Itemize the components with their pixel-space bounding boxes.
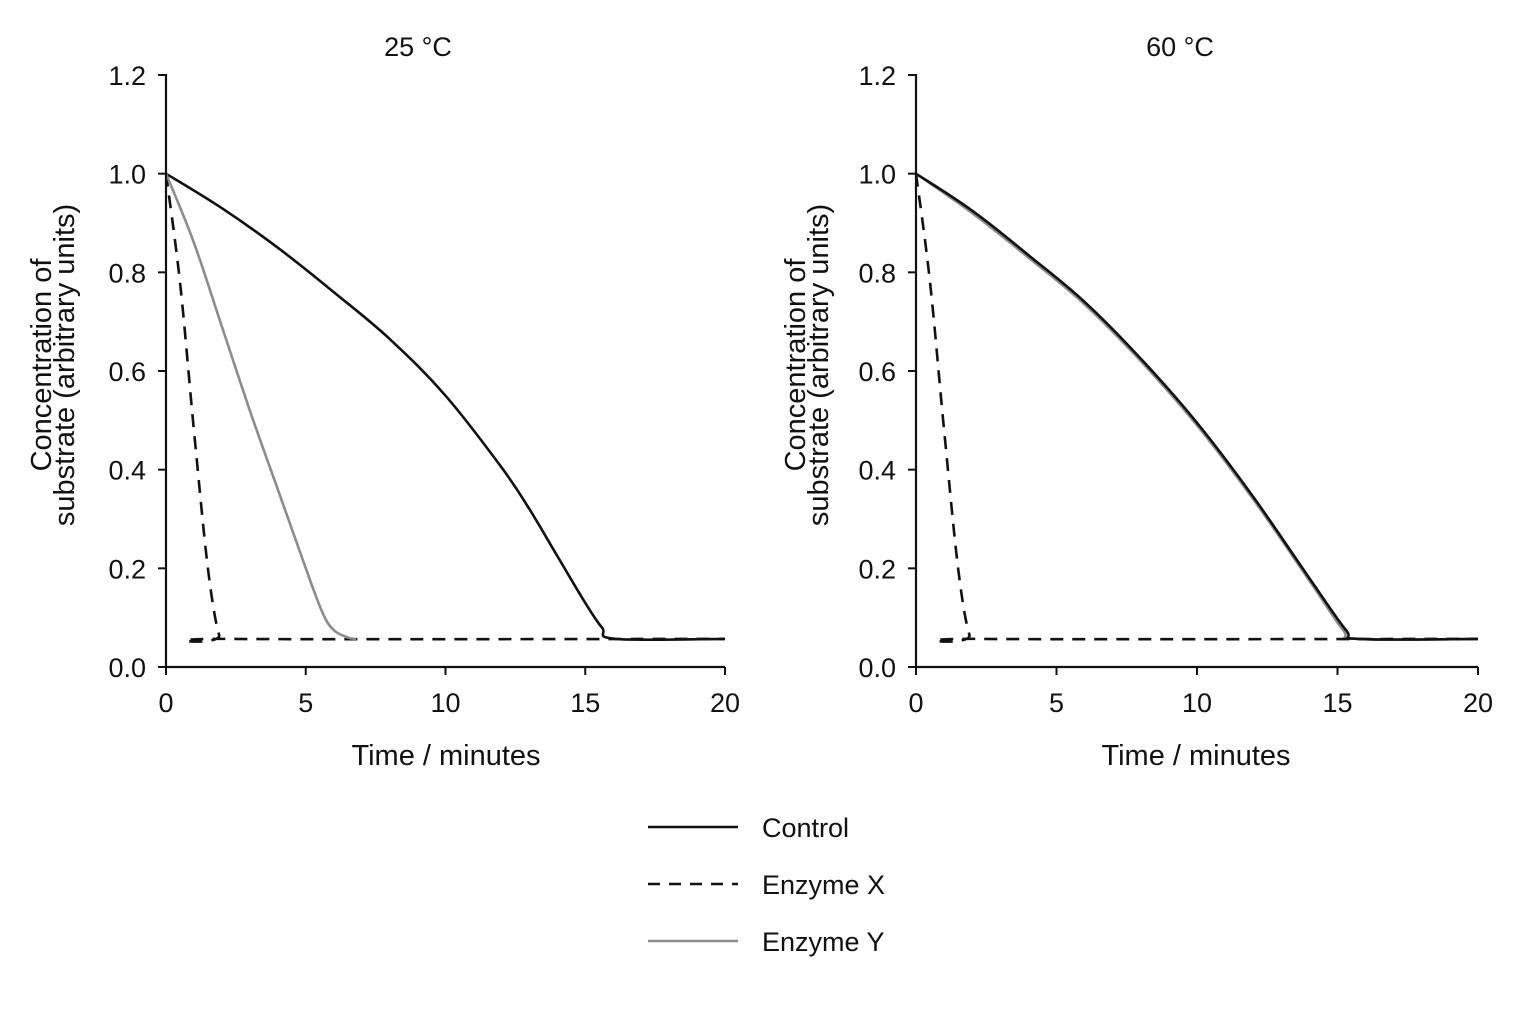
x-tick-label: 15 xyxy=(570,688,600,718)
y-tick-label: 1.0 xyxy=(858,160,896,190)
y-tick-label: 0.8 xyxy=(108,258,146,288)
x-axis-title: Time / minutes xyxy=(351,740,540,772)
x-tick-label: 20 xyxy=(710,688,740,718)
axis-ticks: 0.0 0.2 0.4 0.6 0.8 1.0 1.2 0 5 10 15 20 xyxy=(108,61,740,718)
plot-series xyxy=(914,172,1479,643)
legend-label: Control xyxy=(762,813,849,843)
legend-item-enzyme-x: Enzyme X xyxy=(648,870,885,900)
plot-series xyxy=(164,172,726,643)
y-axis-title: Concentration of substrate (arbitrary un… xyxy=(780,204,835,526)
axes xyxy=(164,74,725,669)
x-axis-title: Time / minutes xyxy=(1101,740,1290,772)
y-tick-label: 0.0 xyxy=(108,653,146,683)
legend-item-control: Control xyxy=(648,813,849,843)
x-tick-label: 5 xyxy=(1049,688,1064,718)
y-tick-label: 1.2 xyxy=(858,61,896,91)
x-tick-label: 10 xyxy=(1182,688,1212,718)
x-tick-label: 0 xyxy=(158,688,173,718)
x-tick-label: 0 xyxy=(908,688,923,718)
legend-label: Enzyme Y xyxy=(762,927,885,957)
chart-title: 25 °C xyxy=(384,32,452,62)
y-axis-title-line-2: substrate (arbitrary units) xyxy=(49,204,81,526)
y-tick-label: 0.4 xyxy=(858,456,896,486)
y-axis-title-line-1: Concentration of xyxy=(780,258,812,472)
y-tick-label: 0.6 xyxy=(108,357,146,387)
chart-title: 60 °C xyxy=(1146,32,1214,62)
legend-label: Enzyme X xyxy=(762,870,885,900)
y-tick-label: 0.8 xyxy=(858,258,896,288)
x-tick-label: 10 xyxy=(430,688,460,718)
x-tick-label: 5 xyxy=(298,688,313,718)
series-line-enzyme-y xyxy=(164,173,357,641)
y-tick-label: 0.0 xyxy=(858,653,896,683)
y-tick-label: 1.0 xyxy=(108,160,146,190)
y-tick-label: 0.2 xyxy=(108,554,146,584)
y-tick-label: 0.6 xyxy=(858,357,896,387)
chart-panel-60c: 60 °C Concentration of substrate (arbitr… xyxy=(780,32,1493,772)
legend: Control Enzyme X Enzyme Y xyxy=(648,813,885,957)
series-line-control xyxy=(915,172,1479,641)
y-axis-title: Concentration of substrate (arbitrary un… xyxy=(26,204,81,526)
x-tick-label: 20 xyxy=(1463,688,1493,718)
series-line-enzyme-x xyxy=(164,173,726,643)
series-line-control xyxy=(165,172,726,642)
axes xyxy=(914,74,1478,669)
y-axis-title-line-2: substrate (arbitrary units) xyxy=(803,204,835,526)
series-line-enzyme-y xyxy=(915,172,1479,641)
chart-panel-25c: 25 °C Concentration of substrate (arbitr… xyxy=(26,32,740,772)
legend-item-enzyme-y: Enzyme Y xyxy=(648,927,885,957)
y-tick-label: 0.4 xyxy=(108,456,146,486)
y-axis-title-line-1: Concentration of xyxy=(26,258,58,472)
x-tick-label: 15 xyxy=(1322,688,1352,718)
axis-ticks: 0.0 0.2 0.4 0.6 0.8 1.0 1.2 0 5 10 15 20 xyxy=(858,61,1493,718)
y-tick-label: 1.2 xyxy=(108,61,146,91)
series-line-enzyme-x xyxy=(914,173,1479,643)
y-tick-label: 0.2 xyxy=(858,554,896,584)
